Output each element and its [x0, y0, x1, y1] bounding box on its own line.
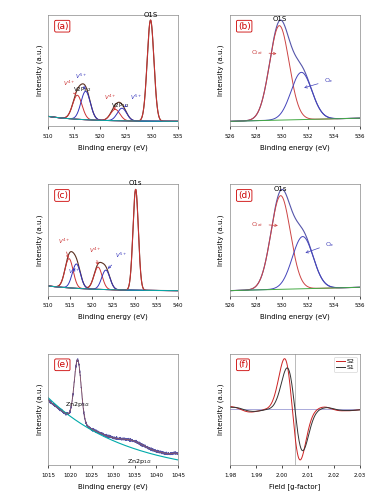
Text: (f): (f): [238, 360, 248, 370]
Text: V2P$_{1/2}$: V2P$_{1/2}$: [111, 102, 129, 110]
Text: $V^{4+}$: $V^{4+}$: [104, 93, 116, 110]
Text: $V^{4+}$: $V^{4+}$: [89, 246, 102, 264]
Text: (c): (c): [56, 191, 68, 200]
Text: O1s: O1s: [274, 186, 288, 192]
Y-axis label: Intensity (a.u.): Intensity (a.u.): [218, 214, 224, 266]
S1: [283, 366, 288, 372]
S1: [355, 407, 359, 413]
S1: [358, 407, 362, 413]
S2: [278, 370, 282, 376]
X-axis label: Binding energy (eV): Binding energy (eV): [78, 483, 148, 490]
Y-axis label: Intensity (a.u.): Intensity (a.u.): [36, 214, 43, 266]
Text: O$_{lat}$: O$_{lat}$: [251, 48, 276, 57]
Text: O$_{lat}$: O$_{lat}$: [251, 220, 277, 228]
Text: O1s: O1s: [129, 180, 142, 186]
Text: $V^{5+}$: $V^{5+}$: [125, 93, 142, 106]
Text: $V^{5+}$: $V^{5+}$: [108, 251, 128, 268]
S2: [228, 404, 232, 409]
Line: S2: S2: [230, 358, 360, 460]
Text: Zn2p$_{1/2}$: Zn2p$_{1/2}$: [127, 457, 151, 466]
Text: $V^{5+}$: $V^{5+}$: [75, 72, 88, 89]
X-axis label: Binding energy (eV): Binding energy (eV): [260, 314, 330, 320]
Text: O1S: O1S: [144, 12, 158, 18]
S2: [355, 407, 359, 413]
Text: (a): (a): [56, 22, 69, 30]
S1: [250, 408, 255, 414]
S1: [278, 386, 282, 392]
Text: $V^{4+}$: $V^{4+}$: [63, 79, 75, 94]
S2: [341, 408, 346, 414]
S2: [283, 356, 288, 362]
Text: (e): (e): [56, 360, 69, 370]
Text: V2P$_{3/2}$: V2P$_{3/2}$: [73, 86, 91, 94]
S2: [250, 409, 255, 415]
X-axis label: Field [g-factor]: Field [g-factor]: [269, 483, 321, 490]
S1: [341, 408, 346, 414]
Legend: S2, S1: S2, S1: [334, 356, 357, 372]
S1: [243, 407, 247, 413]
Text: O$_{a}$: O$_{a}$: [305, 76, 333, 88]
Y-axis label: Intensity (a.u.): Intensity (a.u.): [218, 45, 224, 96]
Text: Zn2p$_{3/2}$: Zn2p$_{3/2}$: [65, 400, 90, 409]
S2: [243, 408, 247, 414]
Y-axis label: Intensity (a.u.): Intensity (a.u.): [36, 45, 43, 96]
S2: [358, 407, 362, 413]
X-axis label: Binding energy (eV): Binding energy (eV): [78, 144, 148, 151]
Text: O1S: O1S: [272, 16, 286, 22]
S1: [228, 404, 232, 410]
Line: S1: S1: [230, 368, 360, 450]
Text: O$_{a}$: O$_{a}$: [306, 240, 334, 253]
X-axis label: Binding energy (eV): Binding energy (eV): [260, 144, 330, 151]
Text: $V^{4+}$: $V^{4+}$: [58, 237, 70, 258]
S2: [282, 356, 287, 362]
Y-axis label: Intensity (a.u.): Intensity (a.u.): [218, 384, 224, 435]
S2: [298, 457, 302, 463]
Text: $V^{5+}$: $V^{5+}$: [68, 266, 80, 276]
Text: (d): (d): [238, 191, 250, 200]
X-axis label: Binding energy (eV): Binding energy (eV): [78, 314, 148, 320]
S1: [301, 448, 305, 454]
S1: [285, 365, 289, 371]
Y-axis label: Intensity (a.u.): Intensity (a.u.): [36, 384, 43, 435]
Text: (b): (b): [238, 22, 250, 30]
